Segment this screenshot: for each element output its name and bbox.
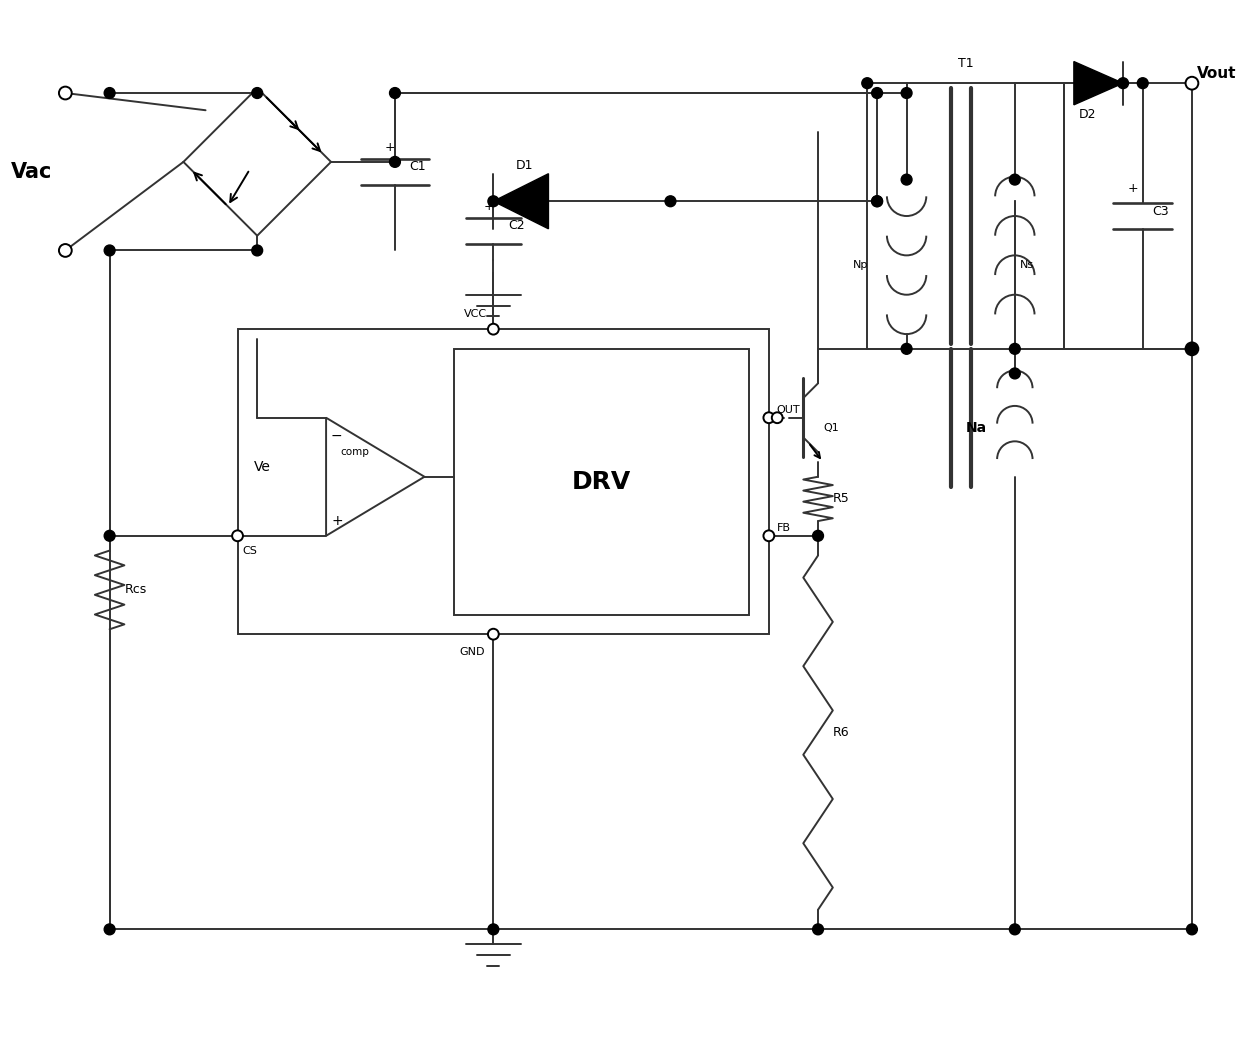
Text: +: + (331, 514, 342, 528)
Circle shape (489, 196, 498, 207)
Text: R6: R6 (833, 726, 849, 740)
Text: CS: CS (243, 546, 258, 555)
Bar (238, 329, 769, 634)
Circle shape (1009, 924, 1021, 935)
Text: Vac: Vac (11, 162, 52, 182)
Text: VCC: VCC (464, 310, 487, 319)
Circle shape (252, 88, 263, 98)
Text: T1: T1 (957, 56, 973, 70)
Circle shape (232, 530, 243, 541)
Circle shape (489, 924, 498, 935)
Circle shape (489, 324, 498, 335)
Circle shape (1009, 368, 1021, 379)
Text: OUT: OUT (776, 405, 800, 415)
Circle shape (812, 924, 823, 935)
Text: comp: comp (341, 447, 370, 457)
Text: Ns: Ns (1019, 260, 1034, 270)
Circle shape (764, 530, 774, 541)
Text: GND: GND (459, 646, 485, 657)
Circle shape (901, 88, 911, 98)
Text: +: + (386, 140, 396, 154)
Circle shape (104, 924, 115, 935)
Circle shape (872, 196, 883, 207)
Circle shape (1185, 342, 1198, 356)
Circle shape (1009, 175, 1021, 185)
Text: R5: R5 (833, 493, 849, 505)
Circle shape (812, 530, 823, 541)
Text: DRV: DRV (572, 470, 631, 494)
Polygon shape (1074, 62, 1123, 105)
Circle shape (872, 196, 883, 207)
Text: FB: FB (776, 523, 791, 532)
Circle shape (252, 245, 263, 256)
Circle shape (901, 343, 911, 355)
Circle shape (901, 175, 911, 185)
Text: −: − (331, 429, 342, 442)
Text: +: + (484, 200, 494, 212)
Text: C3: C3 (1153, 205, 1169, 218)
Circle shape (104, 88, 115, 98)
Text: D2: D2 (1079, 108, 1096, 121)
Text: Ve: Ve (254, 460, 270, 474)
Circle shape (1185, 76, 1198, 90)
Circle shape (1187, 924, 1198, 935)
Circle shape (665, 196, 676, 207)
Text: D1: D1 (516, 159, 533, 173)
Circle shape (60, 244, 72, 257)
Circle shape (862, 77, 873, 89)
Circle shape (389, 157, 401, 167)
Circle shape (1187, 343, 1198, 355)
Circle shape (104, 530, 115, 541)
Text: C1: C1 (409, 160, 427, 174)
Text: +: + (1128, 182, 1138, 195)
Text: Vout: Vout (1197, 66, 1236, 81)
Circle shape (1009, 343, 1021, 355)
Circle shape (489, 629, 498, 639)
Text: Rcs: Rcs (124, 584, 146, 596)
Circle shape (389, 88, 401, 98)
Circle shape (60, 87, 72, 99)
Polygon shape (494, 174, 548, 229)
Circle shape (1117, 77, 1128, 89)
Text: Na: Na (966, 420, 987, 434)
Text: Q1: Q1 (823, 423, 838, 433)
Circle shape (104, 245, 115, 256)
Text: C2: C2 (508, 220, 525, 232)
Circle shape (764, 412, 774, 424)
Circle shape (1137, 77, 1148, 89)
Text: Np: Np (852, 260, 868, 270)
Circle shape (872, 88, 883, 98)
Bar (454, 349, 749, 614)
Circle shape (771, 412, 782, 424)
